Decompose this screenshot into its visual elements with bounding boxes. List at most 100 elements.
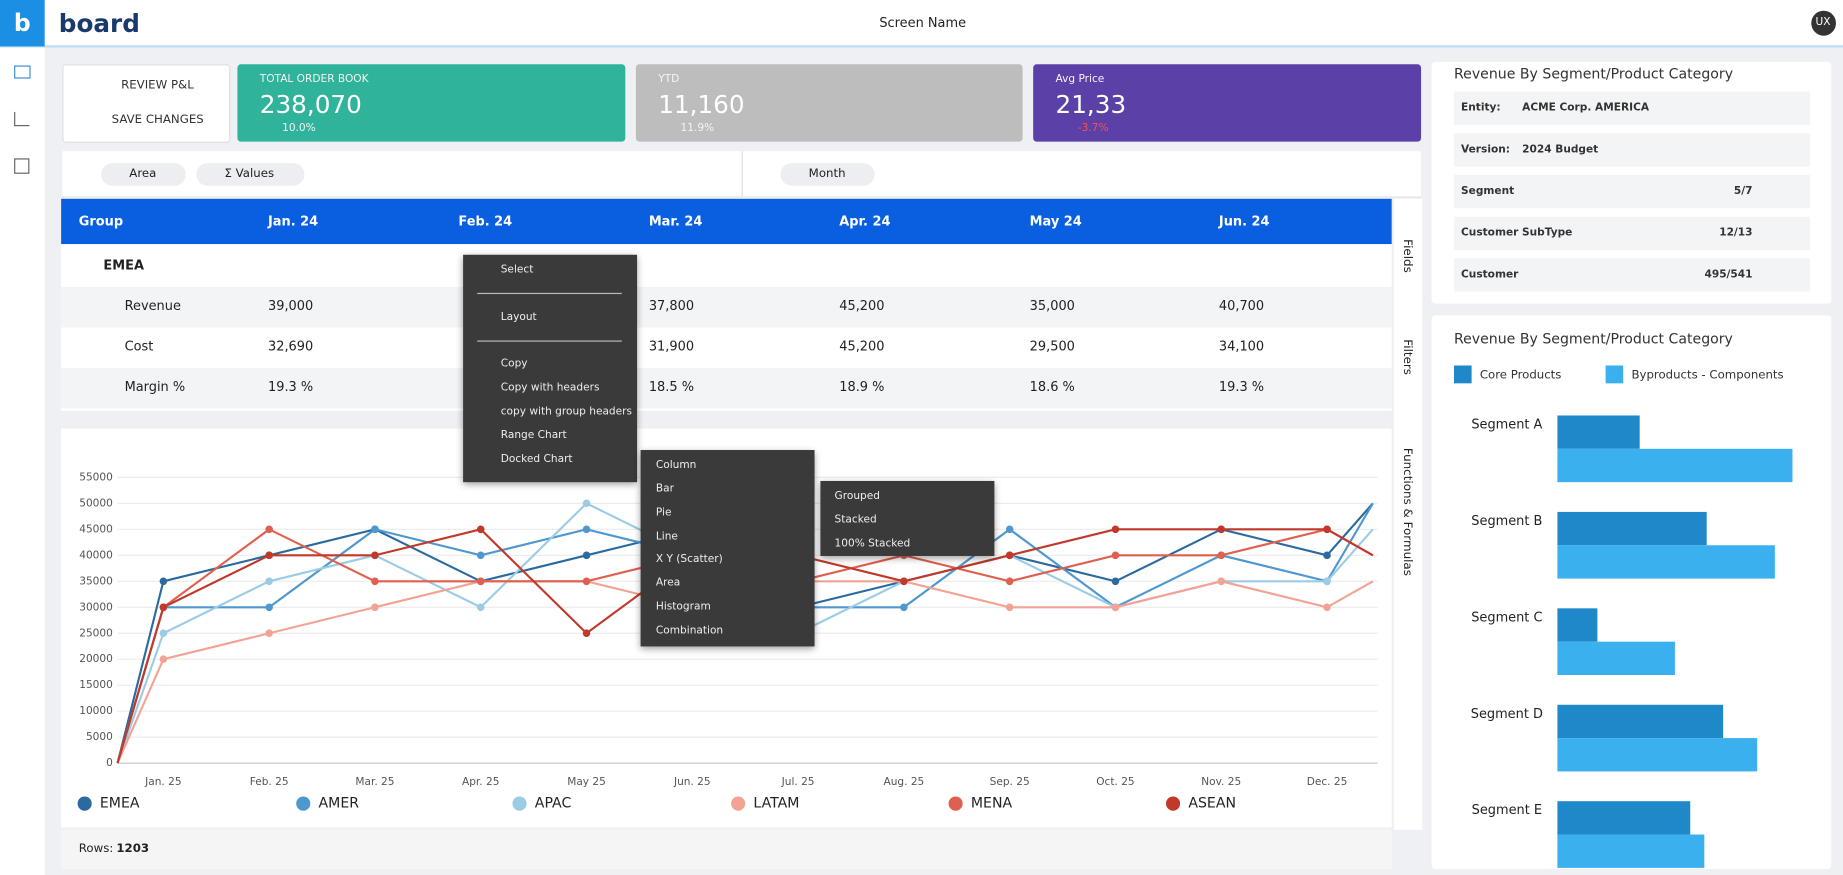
- menu-item[interactable]: Column: [655, 459, 697, 472]
- kpi-label: TOTAL ORDER BOOK: [259, 73, 369, 86]
- line-marker: [1323, 577, 1331, 586]
- menu-item[interactable]: Copy with headers: [500, 382, 600, 395]
- x-tick-label: Apr. 25: [462, 775, 499, 788]
- footer-label: Rows:: [78, 842, 114, 856]
- submenu: [640, 450, 815, 647]
- menu-item[interactable]: Copy: [500, 358, 528, 371]
- menu-item[interactable]: Layout: [500, 311, 537, 324]
- nav-icon[interactable]: [14, 158, 30, 174]
- column-header: Jun. 24: [1218, 213, 1270, 230]
- legend-swatch: [1605, 365, 1624, 384]
- group-label: EMEA: [103, 257, 144, 274]
- column-header: Jan. 24: [267, 213, 319, 230]
- menu-item[interactable]: Range Chart: [500, 429, 567, 442]
- menu-separator: [477, 292, 622, 295]
- menu-item[interactable]: Histogram: [655, 601, 711, 614]
- table-cell: 39,000: [267, 298, 314, 314]
- selector-label: Version:: [1461, 144, 1510, 156]
- nav-icon[interactable]: [14, 111, 30, 127]
- avatar[interactable]: [1811, 10, 1836, 36]
- kpi-card[interactable]: [237, 64, 626, 142]
- row-label: Cost: [124, 338, 154, 355]
- line-marker: [265, 525, 273, 534]
- category-label: Segment D: [1471, 707, 1543, 722]
- filter-chip[interactable]: [196, 163, 305, 186]
- side-tab[interactable]: Functions & Formulas: [1400, 447, 1414, 576]
- menu-item[interactable]: Area: [655, 577, 681, 590]
- nav-icon[interactable]: [14, 65, 31, 79]
- bar: [1557, 738, 1758, 772]
- selector-value: 495/541: [1704, 269, 1753, 281]
- menu-item[interactable]: Grouped: [834, 490, 880, 503]
- table-cell: 45,200: [839, 338, 885, 355]
- line-marker: [582, 525, 591, 534]
- action-button[interactable]: SAVE CHANGES: [111, 113, 204, 127]
- kpi-card[interactable]: [1033, 64, 1422, 142]
- menu-separator: [477, 340, 622, 342]
- table-cell: 35,000: [1029, 298, 1075, 314]
- category-label: Segment C: [1471, 610, 1542, 625]
- y-tick-label: 30000: [79, 600, 113, 613]
- x-tick-label: Dec. 25: [1307, 775, 1348, 788]
- menu-item[interactable]: Bar: [655, 483, 674, 496]
- line-marker: [1005, 603, 1014, 612]
- line-marker: [1005, 577, 1014, 586]
- filter-chip[interactable]: [780, 163, 875, 186]
- menu-item[interactable]: Line: [655, 530, 678, 543]
- table-cell: 29,500: [1029, 338, 1075, 355]
- line-marker: [1111, 577, 1120, 586]
- line-marker: [371, 603, 379, 612]
- avatar-initials[interactable]: UX: [1815, 16, 1831, 29]
- kpi-card[interactable]: [635, 64, 1023, 142]
- row-label: Revenue: [124, 298, 181, 314]
- table-header: [61, 198, 1392, 245]
- logo-icon[interactable]: b: [0, 0, 45, 47]
- menu-item[interactable]: Stacked: [834, 514, 877, 527]
- legend-label: Byproducts - Components: [1631, 367, 1783, 381]
- menu-item[interactable]: X Y (Scatter): [655, 553, 723, 566]
- x-tick-label: Sep. 25: [990, 775, 1030, 788]
- bar: [1557, 415, 1640, 449]
- menu-item[interactable]: Docked Chart: [500, 453, 573, 466]
- screen-name: Screen Name: [879, 14, 967, 31]
- selector[interactable]: [1453, 91, 1811, 126]
- y-tick-label: 40000: [79, 548, 113, 561]
- filter-chip-label: Σ Values: [224, 167, 275, 181]
- menu-item[interactable]: Select: [500, 264, 534, 277]
- y-tick-label: 50000: [79, 496, 113, 509]
- menu-item[interactable]: 100% Stacked: [834, 538, 911, 551]
- header-bar: [0, 0, 1843, 48]
- line-marker: [265, 629, 273, 638]
- table-cell: 45,200: [839, 298, 885, 314]
- bar: [1557, 608, 1598, 642]
- line-marker: [371, 551, 379, 560]
- filter-chip[interactable]: [101, 163, 186, 186]
- line-marker: [1111, 525, 1120, 534]
- legend-swatch: [296, 796, 311, 811]
- line-marker: [1217, 551, 1226, 560]
- actions-panel: [62, 64, 231, 143]
- selector[interactable]: [1453, 175, 1811, 209]
- table-cell: 18.6 %: [1029, 379, 1075, 395]
- table-cell: 19.3 %: [267, 379, 314, 395]
- side-tab[interactable]: Fields: [1400, 239, 1414, 273]
- action-button[interactable]: REVIEW P&L: [121, 79, 194, 93]
- selector[interactable]: [1453, 133, 1811, 167]
- line-marker: [1323, 551, 1331, 560]
- bar: [1557, 834, 1705, 868]
- line-marker: [265, 551, 273, 560]
- kpi-delta: 11.9%: [680, 122, 715, 135]
- selector[interactable]: [1453, 216, 1811, 251]
- row-bg: [61, 367, 1392, 409]
- menu-item[interactable]: copy with group headers: [500, 405, 633, 418]
- table-cell: 19.3 %: [1218, 379, 1265, 395]
- selector[interactable]: [1453, 258, 1811, 292]
- side-tab[interactable]: Filters: [1400, 339, 1414, 375]
- menu-item[interactable]: Pie: [655, 507, 672, 520]
- kpi-value: 11,160: [658, 90, 745, 120]
- menu-item[interactable]: Combination: [655, 625, 724, 637]
- kpi-label: YTD: [658, 73, 680, 86]
- table-cell: 32,690: [267, 338, 314, 355]
- line-marker: [159, 577, 168, 586]
